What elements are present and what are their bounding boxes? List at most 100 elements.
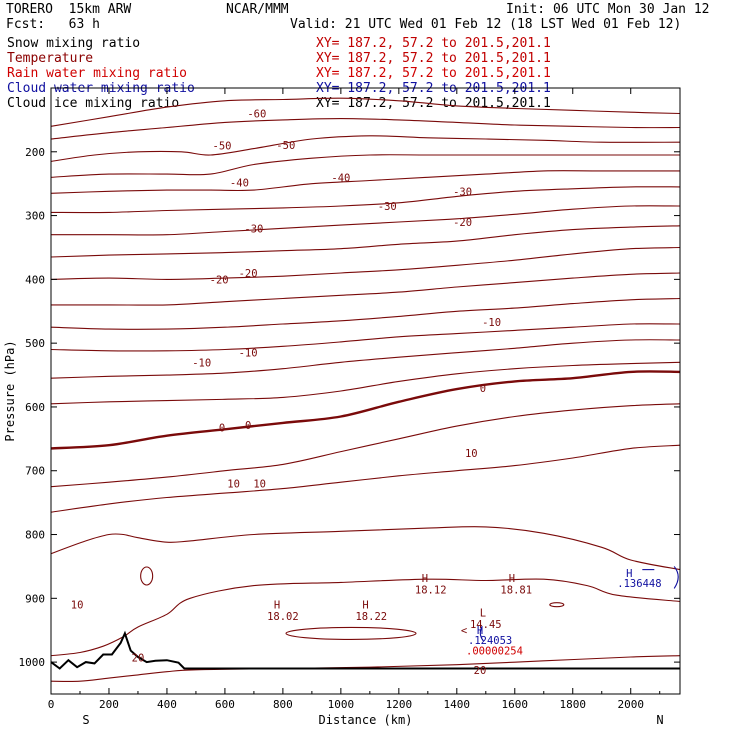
contour-label: 20 — [474, 665, 487, 677]
valid-time: Valid: 21 UTC Wed 01 Feb 12 (18 LST Wed … — [290, 17, 682, 32]
y-tick-label: 300 — [25, 210, 45, 223]
y-tick-label: 800 — [25, 529, 45, 542]
contour-line — [50, 297, 681, 330]
forecast-hour: Fcst: 63 h — [6, 17, 100, 32]
contour-label: 20 — [132, 653, 145, 665]
contour-line — [50, 154, 680, 178]
contour-label: 10 — [253, 478, 266, 490]
legend-cloud-ice: Cloud ice mixing ratio — [7, 96, 180, 111]
contour-line — [50, 97, 681, 127]
contour-line — [50, 118, 681, 140]
x-tick-label: 1800 — [560, 698, 587, 711]
org-title: NCAR/MMM — [226, 2, 289, 17]
y-tick-label: 600 — [25, 401, 45, 414]
extremum-label: H — [509, 573, 515, 585]
cloud-water-contour — [673, 566, 679, 589]
axes: 0 200 400 600 800 1000 1200 1400 1600 1800 2000200… — [3, 88, 680, 727]
y-tick-label: 400 — [25, 273, 45, 286]
extremum-label: 18.12 — [415, 584, 447, 596]
x-tick-label: 1400 — [444, 698, 471, 711]
x-tick-label: 800 — [273, 698, 293, 711]
contour-label: 10 — [465, 448, 478, 460]
closed-contour — [140, 566, 154, 586]
contour-label: -30 — [378, 201, 397, 213]
contour-line — [50, 246, 681, 280]
contour-label: -50 — [213, 140, 232, 152]
extremum-label: H — [477, 625, 483, 637]
y-tick-label: 500 — [25, 337, 45, 350]
endpoint-right-label: N — [656, 713, 663, 727]
contour-label: 0 — [480, 383, 486, 395]
contour-line — [51, 272, 681, 306]
contour-label: -60 — [247, 109, 266, 121]
extremum-label: L — [480, 607, 486, 619]
contour-line — [50, 403, 681, 488]
extremum-label: 18.02 — [267, 611, 299, 623]
contour-line — [50, 225, 681, 258]
x-tick-label: 400 — [157, 698, 177, 711]
extremum-label: H — [362, 600, 368, 612]
legend-temperature-xy: XY= 187.2, 57.2 to 201.5,201.1 — [316, 51, 551, 66]
temperature-contours — [50, 97, 681, 683]
contour-label: -30 — [453, 186, 472, 198]
cloud-features — [479, 566, 679, 642]
extremum-label: 18.22 — [355, 611, 387, 623]
contour-label: 10 — [227, 478, 240, 490]
legend-snow: Snow mixing ratio — [7, 36, 141, 51]
x-axis-label: Distance (km) — [319, 713, 413, 727]
legend-temperature: Temperature — [7, 51, 94, 66]
contour-label: -20 — [239, 268, 258, 280]
x-tick-label: 200 — [99, 698, 119, 711]
contour-label: -10 — [239, 348, 258, 360]
extremum-label: H — [274, 600, 280, 612]
x-tick-label: 2000 — [617, 698, 644, 711]
contour-label: -10 — [192, 357, 211, 369]
contour-line — [50, 323, 681, 352]
terrain-line — [50, 630, 680, 670]
plot-frame — [50, 87, 681, 695]
contour-label: 10 — [71, 600, 84, 612]
x-tick-label: 0 — [48, 698, 55, 711]
endpoint-left-label: S — [82, 713, 89, 727]
x-tick-label: 1000 — [328, 698, 355, 711]
extremum-label: .136448 — [617, 578, 661, 590]
y-axis-label: Pressure (hPa) — [3, 340, 17, 441]
init-time: Init: 06 UTC Mon 30 Jan 12 — [506, 2, 710, 17]
y-tick-label: 1000 — [19, 656, 46, 669]
contour-label: -50 — [276, 140, 295, 152]
contour-line — [50, 370, 681, 450]
extremum-label: < — [461, 625, 467, 637]
contour-line — [50, 526, 681, 571]
contour-line — [50, 135, 681, 162]
extremum-label: 14.45 — [470, 619, 502, 631]
contour-line — [50, 186, 681, 214]
contour-label: -20 — [453, 217, 472, 229]
y-tick-label: 700 — [25, 465, 45, 478]
x-tick-label: 600 — [215, 698, 235, 711]
closed-contour — [549, 602, 565, 608]
contour-line — [50, 170, 680, 194]
extremum-label: H — [626, 568, 632, 580]
contour-labels: -60 -50 -50 -40 -40 -30 -30 -30 -20 -20 -20 -10 -10 -… — [71, 109, 501, 677]
extremum-label: .124053 — [468, 635, 512, 647]
legend-snow-xy: XY= 187.2, 57.2 to 201.5,201.1 — [316, 36, 551, 51]
extremum-label: 18.81 — [500, 584, 532, 596]
closed-contour — [285, 626, 417, 640]
contour-label: -10 — [482, 317, 501, 329]
contour-line — [50, 578, 681, 657]
extremum-label: H — [422, 573, 428, 585]
terrain — [50, 630, 680, 670]
y-tick-label: 900 — [25, 592, 45, 605]
contour-line — [50, 361, 681, 405]
contour-label: 0 — [245, 420, 251, 432]
contour-label: -40 — [230, 177, 249, 189]
model-title: TORERO 15km ARW — [6, 2, 132, 17]
contour-line — [51, 205, 681, 236]
contour-line — [50, 339, 681, 379]
extremum-label: .00000254 — [466, 646, 523, 658]
cloud-water-contour — [479, 626, 484, 642]
contour-label: -20 — [210, 274, 229, 286]
contour-label: -30 — [244, 223, 263, 235]
x-tick-label: 1200 — [386, 698, 413, 711]
